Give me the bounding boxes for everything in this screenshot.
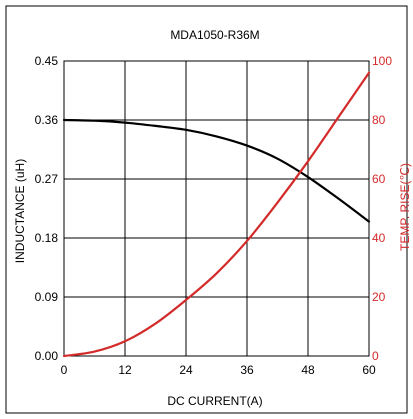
y2-axis-label: TEMP. RISE(℃) (398, 163, 412, 251)
inductance-line (62, 118, 371, 223)
x-axis-label: DC CURRENT(A) (167, 394, 262, 408)
y2-tick-label: 80 (372, 113, 386, 127)
x-tick-label: 48 (301, 363, 315, 377)
y-ticks: 0.00 0.09 0.18 0.27 0.36 0.45 (35, 54, 59, 363)
temperature-rise-line (62, 71, 371, 358)
y2-tick-label: 20 (372, 290, 386, 304)
y2-ticks: 0 20 40 60 80 100 (372, 54, 392, 363)
y-tick-label: 0.27 (35, 172, 59, 186)
y-tick-label: 0.36 (35, 113, 59, 127)
y-tick-label: 0.00 (35, 349, 59, 363)
y2-tick-label: 60 (372, 172, 386, 186)
x-tick-label: 36 (240, 363, 254, 377)
y-tick-label: 0.09 (35, 290, 59, 304)
x-tick-label: 24 (179, 363, 193, 377)
y-tick-label: 0.45 (35, 54, 59, 68)
y-tick-label: 0.18 (35, 231, 59, 245)
y2-tick-label: 40 (372, 231, 386, 245)
figure-frame (5, 5, 408, 414)
plot-area (63, 60, 370, 357)
chart-title: MDA1050-R36M (170, 28, 259, 42)
y2-tick-label: 0 (372, 349, 379, 363)
x-tick-label: 0 (61, 363, 68, 377)
y-axis-label: INDUCTANCE (uH) (13, 159, 27, 263)
x-tick-label: 12 (118, 363, 132, 377)
series-layer (62, 71, 371, 358)
x-tick-label: 60 (362, 363, 376, 377)
grid (64, 61, 369, 356)
y2-tick-label: 100 (372, 54, 392, 68)
x-ticks: 0 12 24 36 48 60 (61, 363, 376, 377)
